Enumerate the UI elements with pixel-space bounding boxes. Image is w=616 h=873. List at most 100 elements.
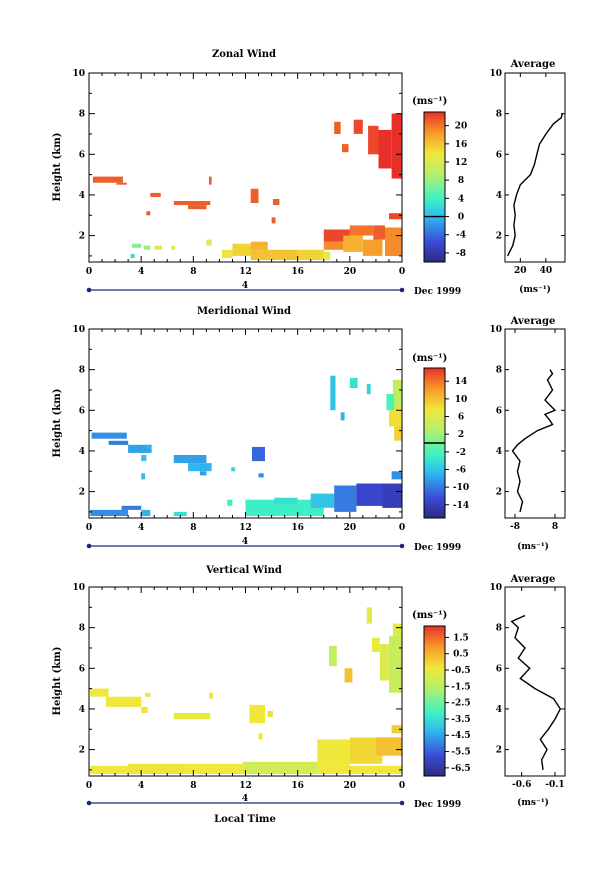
meridional-wind-heatmap-cell <box>173 511 187 516</box>
zonal-wind-date-label: Dec 1999 <box>414 287 461 297</box>
vertical-wind-colorbar-tick-label: -4.5 <box>451 731 470 741</box>
meridional-wind-day-start-marker <box>86 543 92 549</box>
meridional-wind-x-tick-label: 12 <box>239 523 252 533</box>
meridional-wind-heatmap-cell <box>227 499 233 506</box>
vertical-wind-average-y-tick-label: 6 <box>496 664 502 674</box>
vertical-wind-average-xlabel: (ms⁻¹) <box>517 797 549 808</box>
zonal-wind-average-y-tick-label: 4 <box>496 191 502 201</box>
meridional-wind-heatmap-cell <box>356 483 383 506</box>
zonal-wind-heatmap-cell <box>146 211 151 216</box>
meridional-wind-x-tick-label: 20 <box>344 523 357 533</box>
meridional-wind-heatmap-cells <box>90 375 402 516</box>
meridional-wind-average-y-tick-label: 6 <box>496 406 502 416</box>
zonal-wind-heatmap-cell <box>323 241 344 250</box>
vertical-wind-heatmap-cell <box>186 763 243 774</box>
panel-meridional-wind: Meridional Wind 0 4 8 12 16 20 0 2 4 6 8 10 Height… <box>52 306 566 553</box>
vertical-wind-heatmap-cell <box>242 761 318 774</box>
zonal-wind-heatmap-cell <box>385 227 402 256</box>
vertical-wind-heatmap-cell <box>90 688 109 697</box>
zonal-wind-y-tick-label: 2 <box>79 232 85 242</box>
vertical-wind-day-end-marker <box>399 800 405 806</box>
zonal-wind-day-axis: 4 Dec 1999 <box>86 281 461 297</box>
meridional-wind-y-tick-label: 8 <box>79 366 85 376</box>
meridional-wind-y-tick-label: 4 <box>79 447 85 457</box>
zonal-wind-heatmap-cell <box>143 245 151 250</box>
vertical-wind-heatmap-cell <box>389 635 402 693</box>
meridional-wind-y-tick-label: 6 <box>79 406 85 416</box>
zonal-wind-heatmap-cells <box>92 113 402 260</box>
meridional-wind-day-end-marker <box>399 543 405 549</box>
meridional-wind-x-tick-label: 0 <box>86 523 92 533</box>
zonal-wind-y-tick-label: 8 <box>79 110 85 120</box>
vertical-wind-colorbar-tick-label: -0.5 <box>451 666 470 676</box>
meridional-wind-heatmap-cell <box>340 412 345 421</box>
zonal-wind-heatmap-cell <box>250 241 268 250</box>
meridional-wind-day-label: 4 <box>242 537 248 547</box>
zonal-wind-average-x-tick-label: 20 <box>514 266 527 276</box>
zonal-wind-heatmap-cell <box>130 253 135 258</box>
meridional-wind-heatmap-cell <box>349 377 358 388</box>
meridional-wind-heatmap-cell <box>382 483 402 508</box>
meridional-wind-heatmap-cell <box>231 467 236 472</box>
meridional-wind-average-y-tick-label: 8 <box>496 366 502 376</box>
vertical-wind-heatmap-cell <box>145 692 151 697</box>
zonal-wind-day-end-marker <box>399 287 405 293</box>
vertical-wind-day-start-marker <box>86 800 92 806</box>
zonal-wind-heatmap-cell <box>250 249 272 260</box>
zonal-wind-average-x-tick-label: 40 <box>540 266 553 276</box>
zonal-wind-heatmap-cell <box>362 239 383 256</box>
meridional-wind-y-ticks: 2 4 6 8 10 <box>72 325 402 513</box>
zonal-wind-x-tick-label: 12 <box>239 267 252 277</box>
vertical-wind-average-y-tick-label: 4 <box>496 705 502 715</box>
zonal-wind-colorbar-scale <box>423 111 446 263</box>
zonal-wind-heatmap-cell <box>154 245 162 250</box>
meridional-wind-heatmap-cell <box>245 499 324 516</box>
vertical-wind-heatmap-cell <box>329 645 337 667</box>
vertical-wind-y-axis-label: Height (km) <box>52 647 63 716</box>
zonal-wind-heatmap-cell <box>250 188 259 203</box>
zonal-wind-x-tick-label: 4 <box>138 267 144 277</box>
vertical-wind-x-tick-label: 12 <box>239 781 252 791</box>
zonal-wind-x-tick-label: 0 <box>86 267 92 277</box>
zonal-wind-heatmap-cell <box>132 243 142 248</box>
meridional-wind-heatmap-cell <box>252 446 265 462</box>
vertical-wind-average-title: Average <box>510 574 556 585</box>
meridional-wind-date-label: Dec 1999 <box>414 543 461 553</box>
meridional-wind-average-profile: Average (ms⁻¹) 2 4 6 8 10 -8 8 <box>489 316 566 552</box>
vertical-wind-heatmap-cell <box>258 733 263 740</box>
panel-vertical-wind: Vertical Wind 0 4 8 12 16 20 0 2 4 6 8 10 Height (… <box>52 565 566 825</box>
vertical-wind-average-x-tick-label: -0.1 <box>545 780 564 790</box>
vertical-wind-day-axis: 4 Dec 1999 <box>86 794 461 810</box>
zonal-wind-x-tick-label: 0 <box>399 267 405 277</box>
vertical-wind-heatmap-cell <box>391 725 402 734</box>
vertical-wind-x-tick-label: 20 <box>344 781 357 791</box>
vertical-wind-y-tick-label: 6 <box>79 664 85 674</box>
vertical-wind-colorbar-tick-label: -1.5 <box>451 682 470 692</box>
zonal-wind-heatmap-cell <box>368 125 379 155</box>
meridional-wind-average-title: Average <box>510 316 556 327</box>
zonal-wind-y-axis-label: Height (km) <box>52 133 63 202</box>
meridional-wind-y-axis-label: Height (km) <box>52 389 63 458</box>
zonal-wind-heatmap-cell <box>150 192 161 197</box>
meridional-wind-heatmap-cell <box>121 505 142 510</box>
meridional-wind-heatmap-cell <box>90 509 129 516</box>
vertical-wind-heatmap-cell <box>141 706 148 713</box>
meridional-wind-heatmap-cell <box>146 444 152 449</box>
meridional-wind-heatmap-cell <box>141 509 151 516</box>
zonal-wind-heatmap-cell <box>297 249 324 260</box>
vertical-wind-x-tick-label: 0 <box>399 781 405 791</box>
zonal-wind-x-tick-label: 20 <box>344 267 357 277</box>
meridional-wind-heatmap-cell <box>392 379 402 407</box>
zonal-wind-average-y-tick-label: 8 <box>496 110 502 120</box>
meridional-wind-average-x-tick-label: -8 <box>510 522 520 532</box>
meridional-wind-colorbar-tick-label: 10 <box>455 395 468 405</box>
vertical-wind-heatmap-cell <box>173 713 211 720</box>
zonal-wind-x-ticks: 0 4 8 12 16 20 0 <box>86 73 405 277</box>
vertical-wind-heatmap-cell <box>128 763 187 774</box>
meridional-wind-average-xlabel: (ms⁻¹) <box>517 541 549 552</box>
meridional-wind-x-tick-label: 8 <box>190 523 196 533</box>
meridional-wind-heatmap-cell <box>91 432 127 439</box>
zonal-wind-heatmap-cell <box>342 144 349 153</box>
zonal-wind-x-tick-label: 16 <box>291 267 304 277</box>
